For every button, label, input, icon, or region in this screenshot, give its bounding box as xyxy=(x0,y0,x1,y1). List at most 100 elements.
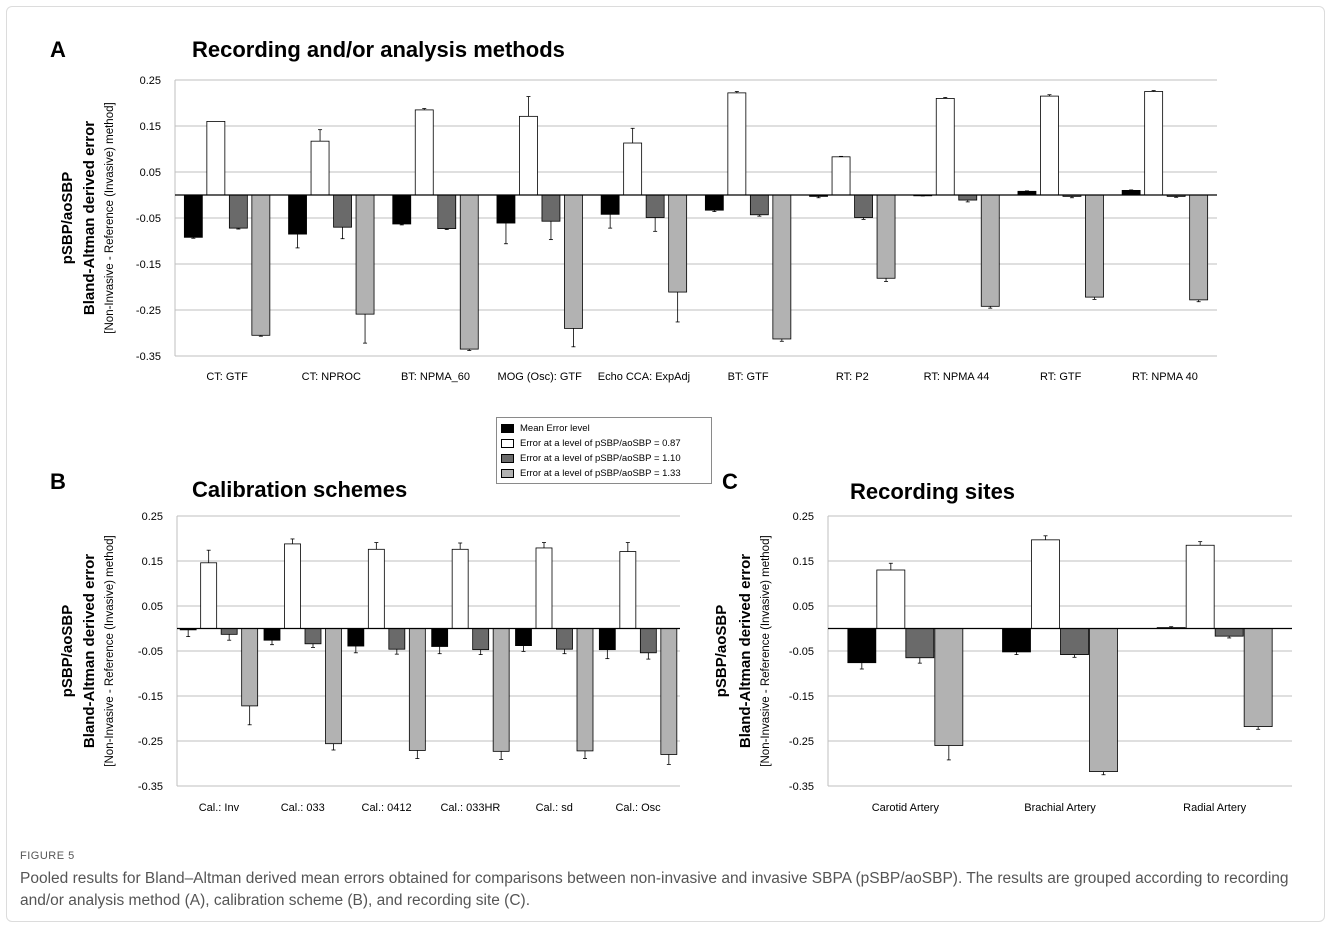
bar xyxy=(1189,194,1209,301)
y-tick-label: -0.25 xyxy=(789,736,814,748)
x-tick-label: CT: NPROC xyxy=(302,371,361,383)
bar xyxy=(388,628,406,650)
bar xyxy=(1144,91,1164,196)
bar xyxy=(355,194,375,315)
y-tick-label: -0.35 xyxy=(138,781,163,793)
bar xyxy=(749,194,769,216)
bar xyxy=(535,547,553,629)
bar xyxy=(541,194,561,222)
legend-swatch xyxy=(501,439,514,448)
bar xyxy=(241,628,259,707)
legend-label: Error at a level of pSBP/aoSBP = 0.87 xyxy=(520,438,681,449)
bar xyxy=(347,628,365,647)
bar xyxy=(1214,628,1244,637)
bar xyxy=(576,628,594,752)
y-tick-label: -0.25 xyxy=(138,736,163,748)
y-tick-label: 0.05 xyxy=(140,167,161,179)
bar xyxy=(451,548,469,629)
y-tick-label: 0.25 xyxy=(793,511,814,523)
bar xyxy=(1185,544,1215,629)
bar xyxy=(645,194,665,218)
y-tick-label: -0.35 xyxy=(136,351,161,363)
y-axis-label: Bland-Altman derived error xyxy=(737,554,754,748)
bar xyxy=(623,142,643,196)
bar xyxy=(854,194,873,218)
bar xyxy=(206,121,226,196)
y-tick-label: -0.15 xyxy=(138,691,163,703)
x-tick-label: BT: NPMA_60 xyxy=(401,371,470,383)
bar xyxy=(325,628,342,745)
y-tick-label: -0.15 xyxy=(136,259,161,271)
legend-item: Error at a level of pSBP/aoSBP = 1.10 xyxy=(501,451,707,466)
y-tick-label: 0.15 xyxy=(140,121,161,133)
legend-swatch xyxy=(501,469,514,478)
legend-swatch xyxy=(501,424,514,433)
y-axis-label: [Non-Invasive - Reference (Invasive) met… xyxy=(104,535,116,766)
bar xyxy=(288,194,307,235)
bar xyxy=(310,140,330,196)
bar xyxy=(1243,628,1273,727)
legend-label: Error at a level of pSBP/aoSBP = 1.33 xyxy=(520,468,681,479)
y-axis-label: [Non-Invasive - Reference (Invasive) met… xyxy=(104,102,116,333)
x-tick-label: RT: P2 xyxy=(836,371,869,383)
legend-swatch xyxy=(501,454,514,463)
bar xyxy=(431,628,449,647)
y-tick-label: 0.05 xyxy=(142,601,163,613)
legend-label: Mean Error level xyxy=(520,423,590,434)
panel-letter: B xyxy=(50,469,66,494)
bar xyxy=(958,194,978,201)
figure-label: FIGURE 5 xyxy=(20,850,75,862)
x-tick-label: RT: GTF xyxy=(1040,371,1082,383)
bar xyxy=(284,543,301,629)
bar xyxy=(1060,628,1089,656)
y-tick-label: 0.25 xyxy=(140,75,161,87)
bar xyxy=(228,194,248,229)
bar xyxy=(1085,194,1104,298)
bar xyxy=(727,92,747,196)
y-axis-label: Bland-Altman derived error xyxy=(81,121,98,315)
y-tick-label: 0.15 xyxy=(793,556,814,568)
bar xyxy=(367,548,385,629)
legend-item: Mean Error level xyxy=(501,421,707,436)
bar xyxy=(1121,189,1141,196)
x-tick-label: Radial Artery xyxy=(1183,802,1246,814)
bar xyxy=(496,194,516,224)
x-tick-label: Brachial Artery xyxy=(1024,802,1096,814)
y-tick-label: -0.05 xyxy=(138,646,163,658)
bar xyxy=(668,194,688,293)
bar xyxy=(304,628,322,645)
y-tick-label: -0.25 xyxy=(136,305,161,317)
bar xyxy=(519,115,538,196)
chart-title: Recording and/or analysis methods xyxy=(192,37,565,62)
x-tick-label: Carotid Artery xyxy=(872,802,940,814)
chart-title: Recording sites xyxy=(850,479,1015,504)
legend-label: Error at a level of pSBP/aoSBP = 1.10 xyxy=(520,453,681,464)
bar xyxy=(847,628,877,664)
bar xyxy=(333,194,352,228)
bar xyxy=(263,628,281,641)
bar xyxy=(515,628,532,647)
y-axis-label: pSBP/aoSBP xyxy=(713,605,730,698)
bar xyxy=(772,194,792,340)
x-tick-label: Cal.: 0412 xyxy=(362,802,412,814)
y-axis-label: pSBP/aoSBP xyxy=(59,605,76,698)
x-tick-label: BT: GTF xyxy=(728,371,769,383)
y-tick-label: 0.25 xyxy=(142,511,163,523)
bar xyxy=(1031,539,1060,629)
x-tick-label: MOG (Osc): GTF xyxy=(498,371,583,383)
figure-frame xyxy=(6,6,1325,922)
y-tick-label: -0.05 xyxy=(789,646,814,658)
bar xyxy=(1040,95,1059,196)
figure-caption: Pooled results for Bland–Altman derived … xyxy=(20,870,1289,909)
y-axis-label: [Non-Invasive - Reference (Invasive) met… xyxy=(760,535,772,766)
chart-panel-a: A Recording and/or analysis methods pSBP/a… xyxy=(50,37,1217,383)
legend-item: Error at a level of pSBP/aoSBP = 1.33 xyxy=(501,466,707,481)
bar xyxy=(564,194,583,329)
legend-item: Error at a level of pSBP/aoSBP = 0.87 xyxy=(501,436,707,451)
bar xyxy=(598,628,616,651)
legend: Mean Error level Error at a level of pSB… xyxy=(496,417,712,484)
bar xyxy=(704,194,724,211)
y-tick-label: 0.15 xyxy=(142,556,163,568)
bar xyxy=(492,628,510,752)
x-tick-label: Echo CCA: ExpAdj xyxy=(598,371,690,383)
